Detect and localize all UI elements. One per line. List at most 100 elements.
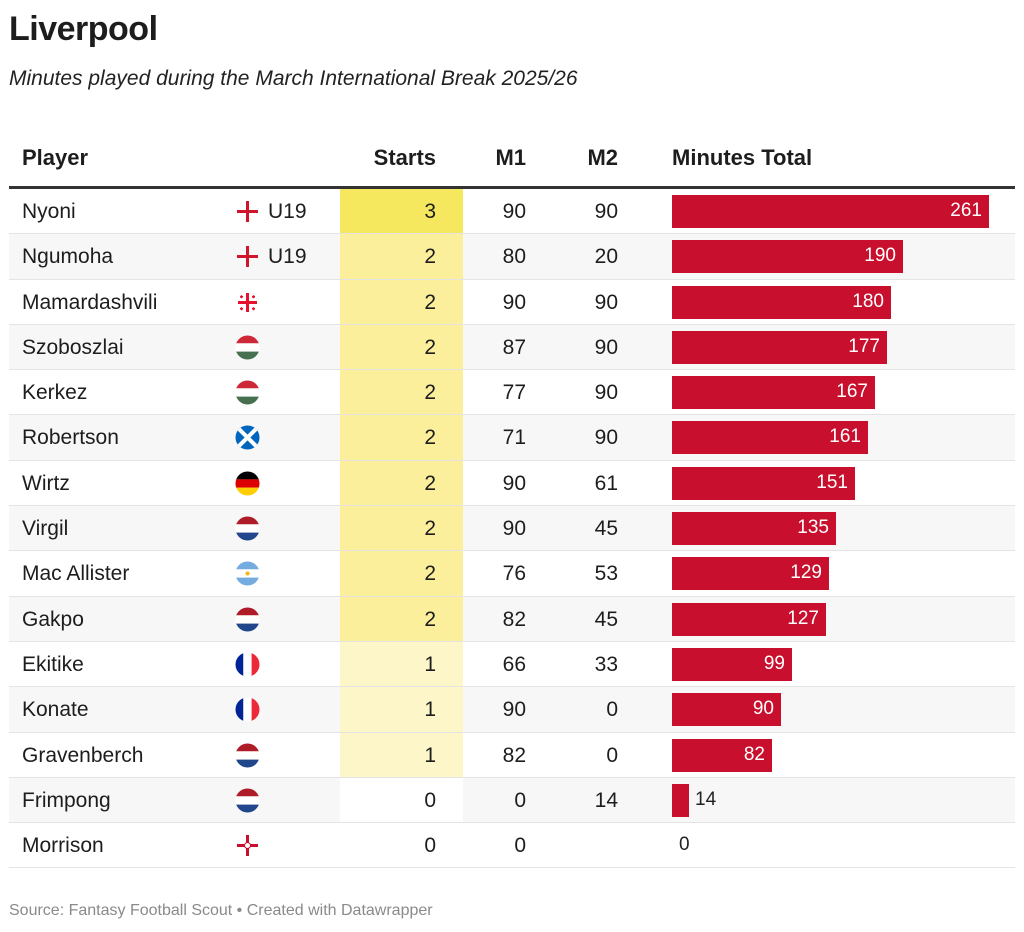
germany-flag-icon bbox=[235, 471, 260, 496]
minutes-bar bbox=[672, 376, 875, 410]
minutes-total-label: 151 bbox=[816, 471, 848, 493]
table-row: Ekitike 1 66 33 99 bbox=[9, 641, 1015, 688]
minutes-bar bbox=[672, 512, 836, 546]
england-flag-icon bbox=[237, 201, 258, 222]
m1-cell: 82 bbox=[502, 743, 526, 767]
starts-cell: 1 bbox=[340, 687, 463, 732]
player-name: Ekitike bbox=[22, 652, 84, 676]
table-row: Wirtz 2 90 61 151 bbox=[9, 460, 1015, 507]
table-row: Mac Allister 2 76 53 129 bbox=[9, 551, 1015, 597]
table-row: Nyoni U19 3 90 90 261 bbox=[9, 189, 1015, 235]
table-row: Konate 1 90 0 90 bbox=[9, 687, 1015, 733]
source-note: Source: Fantasy Football Scout • Created… bbox=[9, 902, 433, 919]
starts-cell: 2 bbox=[340, 324, 463, 370]
minutes-bar bbox=[672, 330, 887, 364]
minutes-table: Player Starts M1 M2 Minutes Total Nyoni … bbox=[9, 136, 1015, 869]
starts-cell: 2 bbox=[340, 460, 463, 506]
minutes-total-label: 180 bbox=[852, 290, 884, 312]
m2-cell: 90 bbox=[594, 381, 618, 405]
m1-cell: 76 bbox=[502, 562, 526, 586]
player-name: Robertson bbox=[22, 426, 119, 450]
m1-cell: 0 bbox=[514, 788, 526, 812]
france-flag-icon bbox=[235, 697, 260, 722]
starts-cell: 2 bbox=[340, 370, 463, 415]
hungary-flag-icon bbox=[235, 380, 260, 405]
table-row: Morrison 0 0 0 bbox=[9, 823, 1015, 869]
netherlands-flag-icon bbox=[235, 743, 260, 768]
m2-cell: 90 bbox=[594, 335, 618, 359]
m2-cell: 20 bbox=[594, 245, 618, 269]
player-name: Mac Allister bbox=[22, 562, 130, 586]
minutes-bar bbox=[672, 647, 792, 681]
m1-cell: 90 bbox=[502, 517, 526, 541]
hungary-flag-icon bbox=[235, 335, 260, 360]
starts-cell: 2 bbox=[340, 551, 463, 596]
table-body: Nyoni U19 3 90 90 261 Ngumoha U19 2 80 2… bbox=[9, 189, 1015, 869]
player-name: Virgil bbox=[22, 517, 69, 541]
m1-cell: 90 bbox=[502, 290, 526, 314]
m1-cell: 87 bbox=[502, 335, 526, 359]
netherlands-flag-icon bbox=[235, 607, 260, 632]
netherlands-flag-icon bbox=[235, 516, 260, 541]
m1-cell: 90 bbox=[502, 200, 526, 223]
m1-cell: 90 bbox=[502, 471, 526, 495]
starts-cell: 2 bbox=[340, 234, 463, 279]
georgia-flag-icon bbox=[238, 292, 257, 312]
m2-cell: 45 bbox=[594, 607, 618, 631]
minutes-bar bbox=[672, 602, 826, 636]
table-row: Gravenberch 1 82 0 82 bbox=[9, 732, 1015, 778]
m1-cell: 80 bbox=[502, 245, 526, 269]
starts-cell: 2 bbox=[340, 279, 463, 324]
player-note: U19 bbox=[268, 245, 307, 269]
northern-ireland-flag-icon bbox=[237, 835, 258, 857]
minutes-bar bbox=[672, 421, 868, 455]
minutes-bar bbox=[672, 466, 855, 500]
player-name: Frimpong bbox=[22, 788, 111, 812]
m1-cell: 90 bbox=[502, 698, 526, 722]
minutes-total-label: 90 bbox=[752, 698, 774, 720]
m1-cell: 77 bbox=[502, 381, 526, 405]
minutes-total-label: 82 bbox=[743, 743, 765, 765]
minutes-bar bbox=[672, 557, 829, 591]
table-row: Robertson 2 71 90 161 bbox=[9, 415, 1015, 461]
minutes-total-label: 135 bbox=[797, 517, 829, 539]
m2-cell: 45 bbox=[594, 517, 618, 541]
scotland-flag-icon bbox=[235, 425, 260, 450]
player-name: Nyoni bbox=[22, 200, 76, 223]
player-name: Kerkez bbox=[22, 381, 88, 405]
starts-cell: 2 bbox=[340, 415, 463, 460]
minutes-total-label: 14 bbox=[695, 788, 717, 810]
player-note: U19 bbox=[268, 200, 307, 223]
starts-cell: 2 bbox=[340, 506, 463, 551]
starts-cell: 1 bbox=[340, 641, 463, 687]
starts-cell: 3 bbox=[340, 189, 463, 234]
chart-title: Liverpool bbox=[9, 10, 158, 48]
table-row: Frimpong 0 0 14 14 bbox=[9, 777, 1015, 824]
header-m1[interactable]: M1 bbox=[495, 145, 526, 170]
m2-cell: 0 bbox=[606, 743, 618, 767]
minutes-bar bbox=[672, 693, 781, 727]
chart-subtitle: Minutes played during the March Internat… bbox=[9, 67, 578, 90]
table-row: Virgil 2 90 45 135 bbox=[9, 506, 1015, 552]
table-row: Ngumoha U19 2 80 20 190 bbox=[9, 234, 1015, 280]
starts-cell: 2 bbox=[340, 596, 463, 641]
player-name: Morrison bbox=[22, 834, 104, 858]
m2-cell: 14 bbox=[594, 788, 618, 812]
table-row: Kerkez 2 77 90 167 bbox=[9, 370, 1015, 416]
minutes-total-label: 177 bbox=[848, 335, 880, 357]
m1-cell: 82 bbox=[502, 607, 526, 631]
header-m2[interactable]: M2 bbox=[587, 145, 618, 170]
table-row: Mamardashvili 2 90 90 180 bbox=[9, 279, 1015, 325]
header-minutes-total[interactable]: Minutes Total bbox=[672, 145, 813, 170]
minutes-total-label: 161 bbox=[829, 426, 861, 448]
player-name: Wirtz bbox=[22, 471, 70, 495]
table-row: Szoboszlai 2 87 90 177 bbox=[9, 324, 1015, 371]
m2-cell: 90 bbox=[594, 290, 618, 314]
m2-cell: 33 bbox=[594, 652, 618, 676]
header-player[interactable]: Player bbox=[22, 145, 89, 170]
minutes-bar bbox=[672, 285, 891, 319]
m1-cell: 0 bbox=[514, 834, 526, 858]
minutes-total-label: 0 bbox=[679, 834, 690, 856]
minutes-bar bbox=[672, 738, 772, 772]
header-starts[interactable]: Starts bbox=[373, 145, 436, 170]
